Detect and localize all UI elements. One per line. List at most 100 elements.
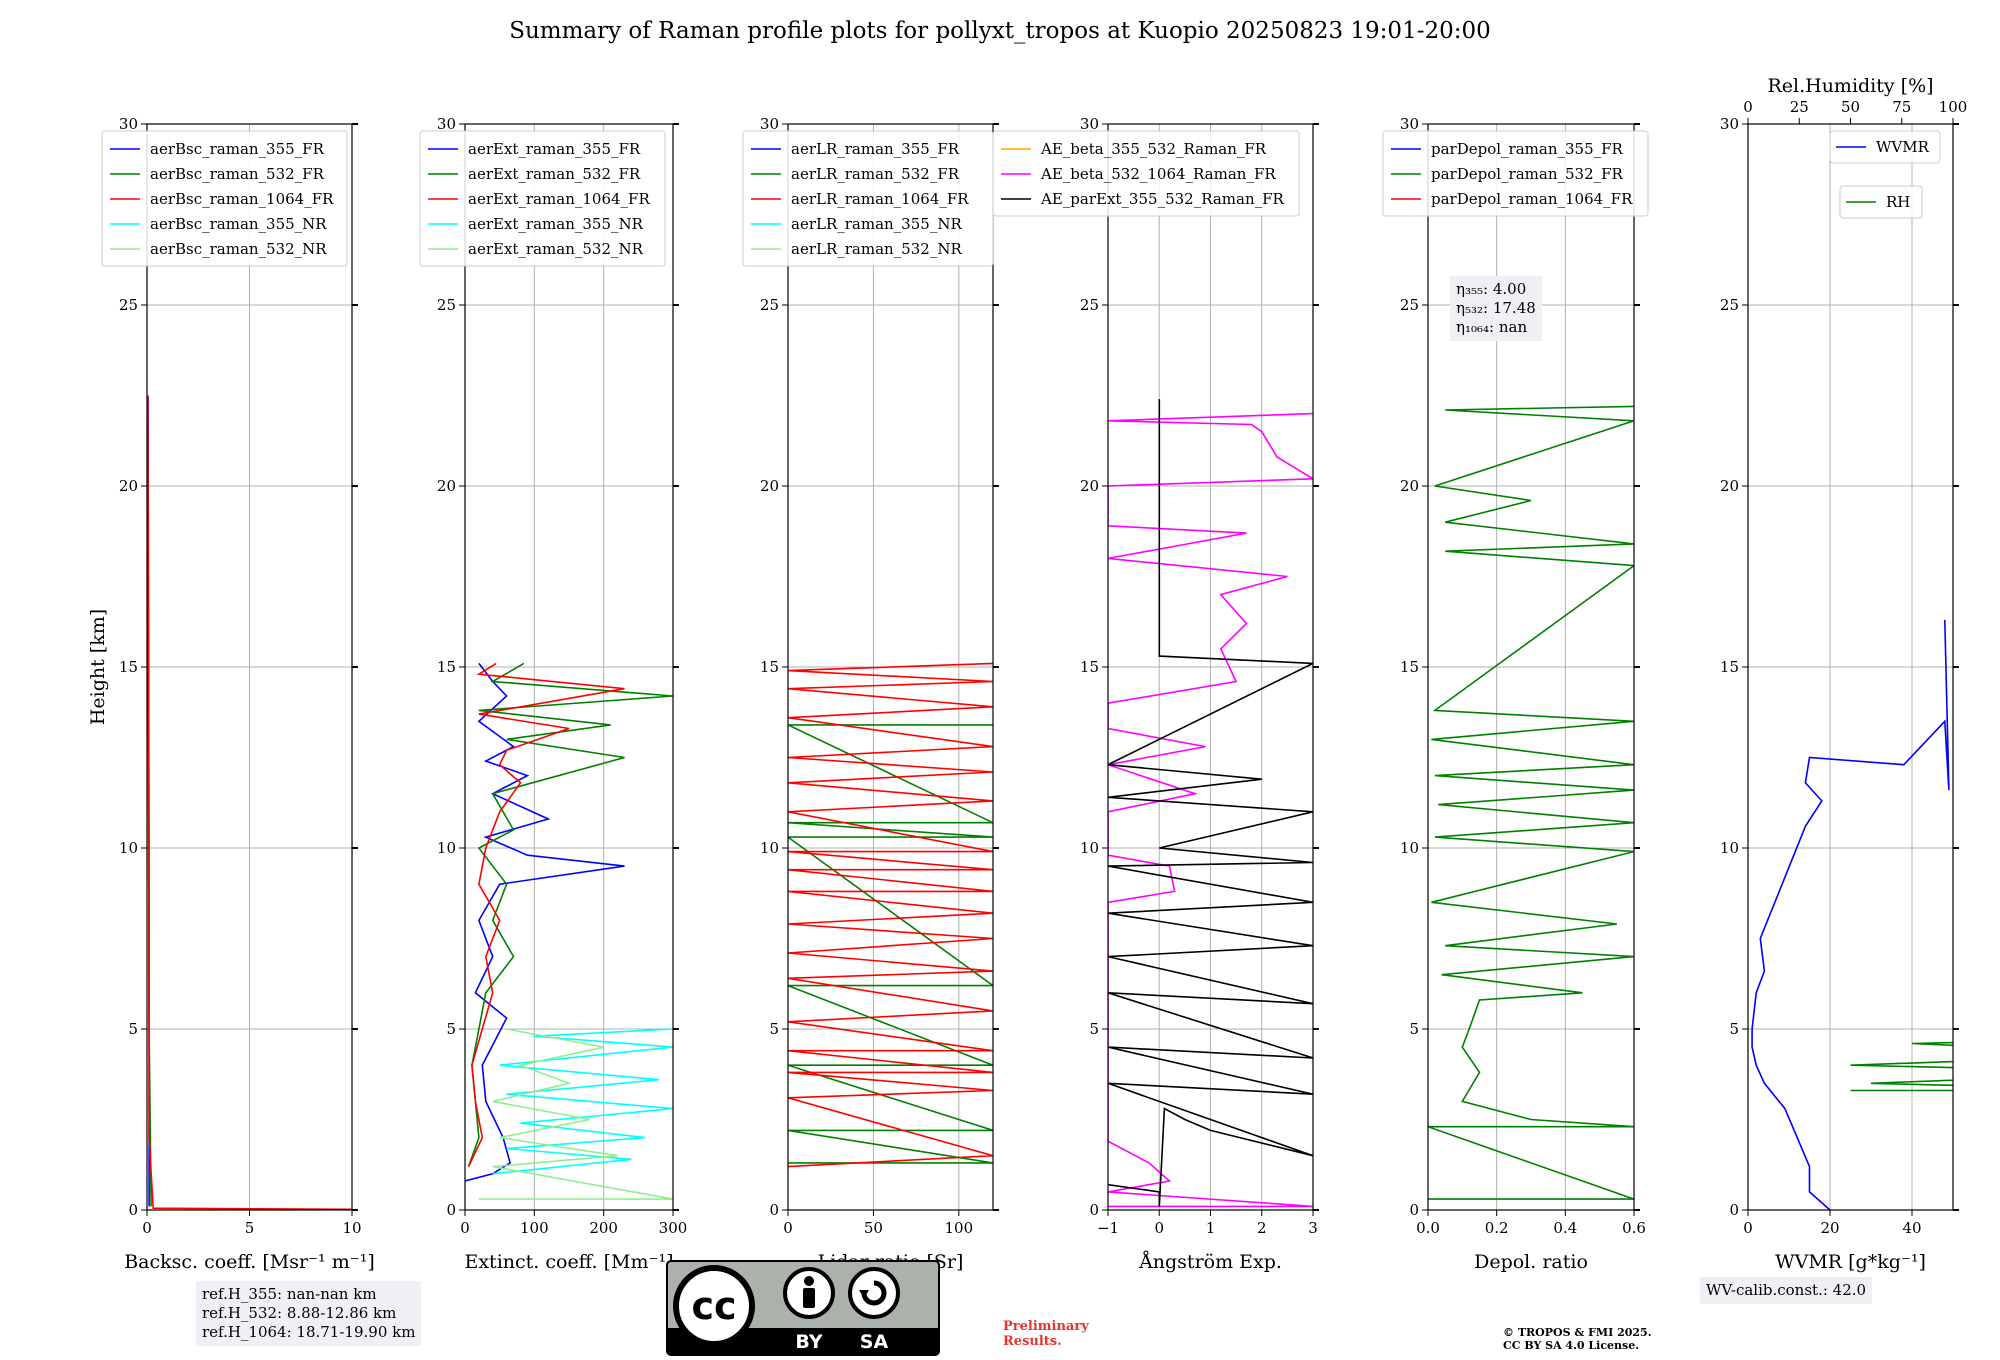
- ref-height-532: ref.H_532: 8.88-12.86 km: [202, 1304, 397, 1322]
- legend-box: [1829, 130, 1941, 164]
- eta-532: η₅₃₂: 17.48: [1456, 299, 1536, 317]
- x-axis-label: Backsc. coeff. [Msr⁻¹ m⁻¹]: [124, 1251, 375, 1273]
- x-tick-label: 0.0: [1416, 1219, 1440, 1237]
- legend: aerExt_raman_355_FR aerExt_raman_532_FRae…: [419, 130, 666, 267]
- legend-label: parDepol_raman_532_FR: [1431, 165, 1624, 183]
- x-tick-label: 0: [1743, 1219, 1753, 1237]
- legend-label: AE_parExt_355_532_Raman_FR: [1040, 190, 1285, 208]
- legend-label: AE_beta_532_1064_Raman_FR: [1040, 165, 1276, 183]
- x-tick-label: 5: [245, 1219, 255, 1237]
- y-tick-label: 5: [1089, 1020, 1099, 1038]
- x-tick-label: 0: [783, 1219, 793, 1237]
- y-tick-label: 5: [1409, 1020, 1419, 1038]
- series-WVMR: [1751, 619, 1950, 1210]
- preliminary-results: Preliminary Results.: [1003, 1319, 1089, 1349]
- y-tick-label: 0: [769, 1201, 779, 1219]
- legend-WVMR: WVMR: [1829, 130, 1941, 164]
- y-tick-label: 30: [1720, 115, 1739, 133]
- y-tick-label: 0: [1729, 1201, 1739, 1219]
- y-tick-label: 20: [437, 477, 456, 495]
- preliminary-line-1: Preliminary: [1003, 1319, 1089, 1334]
- x-axis-label: WVMR [g*kg⁻¹]: [1775, 1251, 1926, 1273]
- legend: parDepol_raman_355_FR parDepol_raman_532_…: [1382, 130, 1649, 217]
- sa-label: SA: [860, 1331, 889, 1353]
- x-tick-label: 0: [460, 1219, 470, 1237]
- wv-calib-box: WV-calib.const.: 42.0: [1700, 1277, 1873, 1304]
- legend-label: WVMR: [1876, 138, 1930, 156]
- legend-label: aerExt_raman_355_NR: [468, 215, 644, 233]
- y-tick-label: 25: [1720, 296, 1739, 314]
- y-tick-label: 0: [446, 1201, 456, 1219]
- y-tick-label: 10: [1400, 839, 1419, 857]
- y-tick-label: 15: [437, 658, 456, 676]
- preliminary-line-2: Results.: [1003, 1334, 1062, 1349]
- series-aerExt_raman_355_NR: [492, 1028, 673, 1175]
- y-tick-label: 15: [119, 658, 138, 676]
- eta-1064: η₁₀₆₄: nan: [1456, 318, 1528, 336]
- y-tick-label: 10: [1720, 839, 1739, 857]
- legend: aerBsc_raman_355_FR aerBsc_raman_532_FRae…: [101, 130, 348, 267]
- x-tick-label: 50: [864, 1219, 883, 1237]
- x-tick-label: 200: [589, 1219, 618, 1237]
- y-tick-label: 10: [1080, 839, 1099, 857]
- panel-2: 0 100 200 300 0 5 10 15 20 25 30 Extinct. coeff. [M…: [419, 115, 688, 1273]
- legend-label: aerLR_raman_532_FR: [791, 165, 960, 183]
- x2-axis-label: Rel.Humidity [%]: [1767, 75, 1933, 97]
- legend-label: aerExt_raman_1064_FR: [468, 190, 650, 208]
- legend-label: aerBsc_raman_532_FR: [150, 165, 325, 183]
- figure-title: Summary of Raman profile plots for polly…: [509, 18, 1491, 44]
- y-tick-label: 20: [119, 477, 138, 495]
- ref-heights-box: ref.H_355: nan-nan km ref.H_532: 8.88-12…: [196, 1281, 422, 1346]
- y-tick-label: 10: [437, 839, 456, 857]
- y-tick-label: 15: [1080, 658, 1099, 676]
- legend-RH: RH: [1839, 185, 1923, 219]
- legend-label: RH: [1886, 193, 1910, 211]
- x-axis-label: Extinct. coeff. [Mm⁻¹]: [464, 1251, 673, 1273]
- y-tick-label: 20: [760, 477, 779, 495]
- y-tick-label: 25: [760, 296, 779, 314]
- legend-label: aerLR_raman_355_NR: [791, 215, 962, 233]
- copyright-line-2: CC BY SA 4.0 License.: [1503, 1339, 1640, 1352]
- series-aerLR_raman_532_FR: [788, 724, 993, 1164]
- y-tick-label: 5: [1729, 1020, 1739, 1038]
- legend-box: [1839, 185, 1923, 219]
- legend-label: aerLR_raman_355_FR: [791, 140, 960, 158]
- legend-box: [1382, 130, 1649, 217]
- series-aerExt_raman_355_FR: [465, 662, 625, 1182]
- legend-label: aerExt_raman_532_FR: [468, 165, 641, 183]
- legend: AE_beta_355_532_Raman_FR AE_beta_532_1064…: [992, 130, 1300, 217]
- cc-icon: cc: [691, 1284, 736, 1328]
- x-tick-label: 2: [1257, 1219, 1267, 1237]
- legend-label: parDepol_raman_355_FR: [1431, 140, 1624, 158]
- x2-tick-label: 75: [1892, 98, 1911, 116]
- y-tick-label: 15: [1400, 658, 1419, 676]
- y-tick-label: 25: [119, 296, 138, 314]
- legend-box: [101, 130, 348, 267]
- y-tick-label: 30: [1400, 115, 1419, 133]
- y-tick-label: 0: [128, 1201, 138, 1219]
- panel-1: 0 5 10 0 5 10 15 20 25 30 Backsc. coeff. [Msr⁻¹ m⁻…: [101, 115, 375, 1273]
- series-aerExt_raman_532_NR: [478, 1028, 673, 1200]
- ref-height-1064: ref.H_1064: 18.71-19.90 km: [202, 1323, 416, 1341]
- series-AE_parExt_355_532_Raman_FR: [1108, 399, 1313, 1207]
- x2-tick-label: 50: [1841, 98, 1860, 116]
- series-aerBsc_raman_1064_FR: [147, 395, 352, 1210]
- legend-label: parDepol_raman_1064_FR: [1431, 190, 1633, 208]
- y-tick-label: 10: [119, 839, 138, 857]
- x-tick-label: 40: [1902, 1219, 1921, 1237]
- x-tick-label: 300: [659, 1219, 688, 1237]
- x-tick-label: 10: [342, 1219, 361, 1237]
- legend-box: [992, 130, 1300, 217]
- legend-box: [419, 130, 666, 267]
- copyright-line-1: © TROPOS & FMI 2025.: [1503, 1326, 1652, 1339]
- eta-355: η₃₅₅: 4.00: [1456, 280, 1527, 298]
- panel-6: 0 20 40 0 5 10 15 20 25 30 WVMR [g*kg⁻¹] 0 25 50 75 100…: [1720, 75, 1967, 1273]
- y-tick-label: 20: [1720, 477, 1739, 495]
- panel-5: 0.0 0.2 0.4 0.6 0 5 10 15 20 25 30 Depol. ratio parD…: [1382, 115, 1649, 1273]
- series-aerExt_raman_1064_FR: [467, 662, 625, 1167]
- x-tick-label: 3: [1308, 1219, 1318, 1237]
- legend-label: aerBsc_raman_355_NR: [150, 215, 327, 233]
- series-aerLR_raman_1064_FR: [788, 662, 993, 1168]
